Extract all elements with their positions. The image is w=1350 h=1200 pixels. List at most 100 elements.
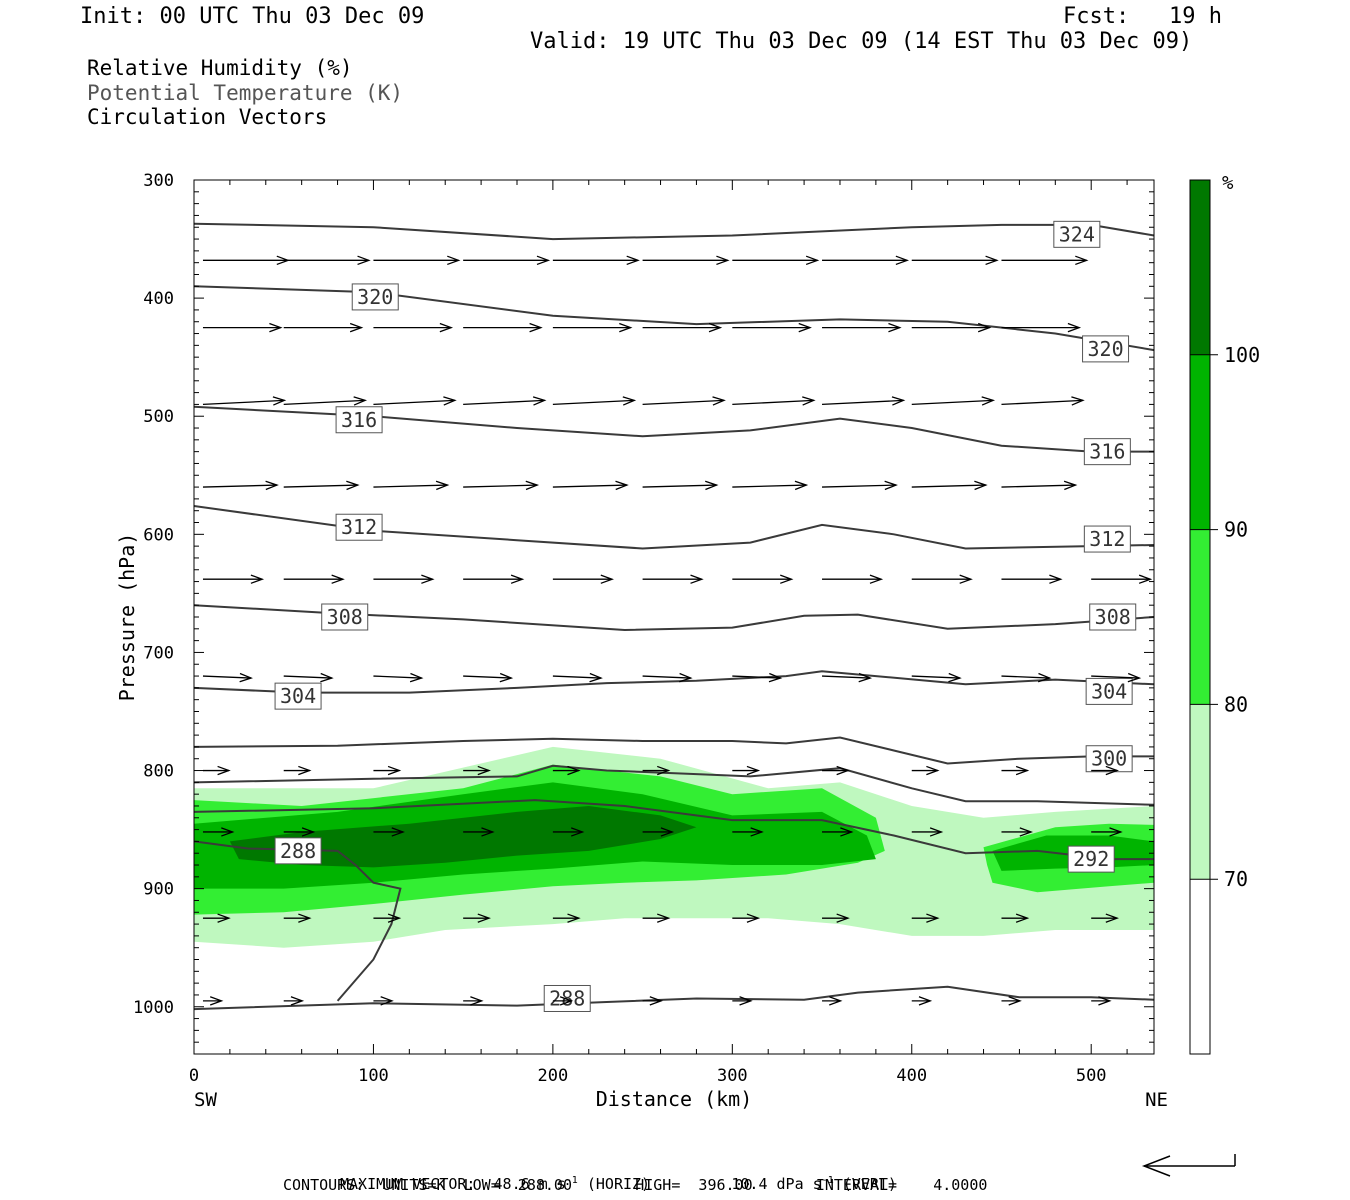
circulation-vector-head [265, 480, 279, 491]
circulation-vector-head [626, 255, 640, 266]
circulation-vector-head [290, 996, 305, 1006]
theta-contour-line [193, 604, 1155, 632]
circulation-vector-head [1075, 255, 1089, 266]
circulation-vector-head [477, 913, 491, 923]
circulation-vector-head [840, 827, 854, 837]
theta-label: 324 [1059, 222, 1095, 246]
circulation-vector-head [387, 913, 402, 923]
theta-label: 320 [1087, 337, 1123, 361]
circulation-vector-head [981, 396, 996, 406]
theta-label-box [274, 837, 322, 865]
circulation-vector-head [657, 765, 671, 776]
circulation-vector-head [301, 827, 316, 837]
max-horiz-value: 48.6 m s [493, 1175, 566, 1193]
y-tick-label: 700 [143, 643, 174, 663]
field-rh-label: Relative Humidity (%) [87, 56, 353, 80]
circulation-vector-head [1098, 996, 1112, 1006]
circulation-vector-head [1063, 480, 1078, 491]
reference-vector [1141, 1154, 1236, 1177]
theta-label: 312 [1089, 527, 1125, 551]
circulation-vector-head [836, 765, 850, 776]
circulation-vector [552, 399, 635, 406]
circulation-vector-head [918, 996, 933, 1006]
theta-contour-line [193, 285, 1155, 352]
colorbar-label: 70 [1224, 867, 1248, 891]
y-tick-label: 800 [143, 762, 174, 782]
circulation-vector-head [888, 322, 902, 333]
circulation-vector [642, 675, 691, 679]
x-end-right: NE [1145, 1089, 1168, 1111]
colorbar-unit: % [1222, 172, 1234, 194]
circulation-vector-head [349, 322, 364, 333]
circulation-vector [732, 399, 814, 406]
circulation-vector [1001, 484, 1076, 488]
theta-label-box [1085, 677, 1133, 705]
circulation-vector-head [217, 765, 231, 776]
circulation-vector-head [510, 574, 525, 584]
rh-band-100 [229, 806, 697, 868]
circulation-vector [202, 399, 285, 406]
circulation-vector-head [974, 480, 988, 491]
x-tick-label: 500 [1076, 1066, 1107, 1086]
circulation-vector [822, 399, 904, 406]
circulation-vector-head [421, 574, 435, 584]
colorbar-label: 100 [1224, 343, 1260, 367]
circulation-vector-head [353, 396, 368, 406]
circulation-vector-head [926, 765, 940, 776]
circulation-vector-head [250, 574, 265, 584]
circulation-vector [552, 675, 602, 679]
colorbar-band [1190, 354, 1210, 530]
circulation-vector-head [712, 396, 726, 406]
circulation-vector-head [1008, 996, 1022, 1006]
circulation-vector-head [559, 996, 574, 1006]
circulation-vector-head [499, 672, 514, 683]
circulation-vector-head [331, 574, 345, 584]
circulation-vector-head [447, 255, 461, 266]
colorbar-band [1190, 529, 1210, 705]
y-tick-label: 400 [143, 289, 174, 309]
circulation-vector-head [746, 913, 761, 923]
theta-contour-line [193, 670, 1155, 694]
theta-label-box [543, 984, 591, 1012]
circulation-vector-head [481, 827, 495, 837]
circulation-vector [373, 399, 455, 406]
circulation-vector-head [600, 574, 614, 584]
circulation-vector-head [567, 765, 581, 776]
circulation-vector [552, 484, 627, 488]
circulation-vector [463, 484, 538, 488]
circulation-vector-head [615, 480, 629, 491]
reference-vector-head [1141, 1155, 1171, 1177]
theta-label-box [1083, 438, 1131, 466]
theta-contour-line [193, 985, 1155, 1011]
circulation-vector-head [391, 827, 405, 837]
circulation-vector-head [869, 574, 884, 584]
theta-label: 316 [1089, 440, 1125, 464]
axis-layer: 0 100 200 300 400 500 300 400 500 600 700 800 900 100… [133, 171, 1154, 1086]
theta-label-box [335, 406, 383, 434]
circulation-vector [373, 675, 422, 679]
circulation-vector-head [829, 996, 843, 1006]
circulation-vector-head [1037, 672, 1052, 683]
colorbar-label: 80 [1224, 692, 1248, 716]
circulation-vector-head [525, 480, 540, 491]
theta-label-box [274, 682, 322, 710]
theta-label-box [1089, 603, 1137, 631]
theta-label: 316 [341, 408, 377, 432]
vert-tag: (VERT) [842, 1175, 897, 1193]
circulation-vector [911, 399, 994, 406]
circulation-vector-head [690, 574, 704, 584]
circulation-vector [732, 484, 807, 488]
theta-contour-line [193, 505, 1155, 550]
circulation-vector-head [780, 574, 794, 584]
circulation-vector-head [768, 672, 783, 683]
circulation-vector-head [649, 996, 663, 1006]
circulation-vector-head [470, 996, 484, 1006]
circulation-vector-head [750, 827, 764, 837]
max-vert-value: 10.4 dPa s [731, 1175, 822, 1193]
y-tick-label: 600 [143, 525, 174, 545]
colorbar: 100 90 80 70 [1189, 179, 1260, 1055]
circulation-vector [642, 484, 717, 488]
colorbar-frame [1189, 179, 1211, 1055]
x-tick-label: 0 [189, 1066, 199, 1086]
